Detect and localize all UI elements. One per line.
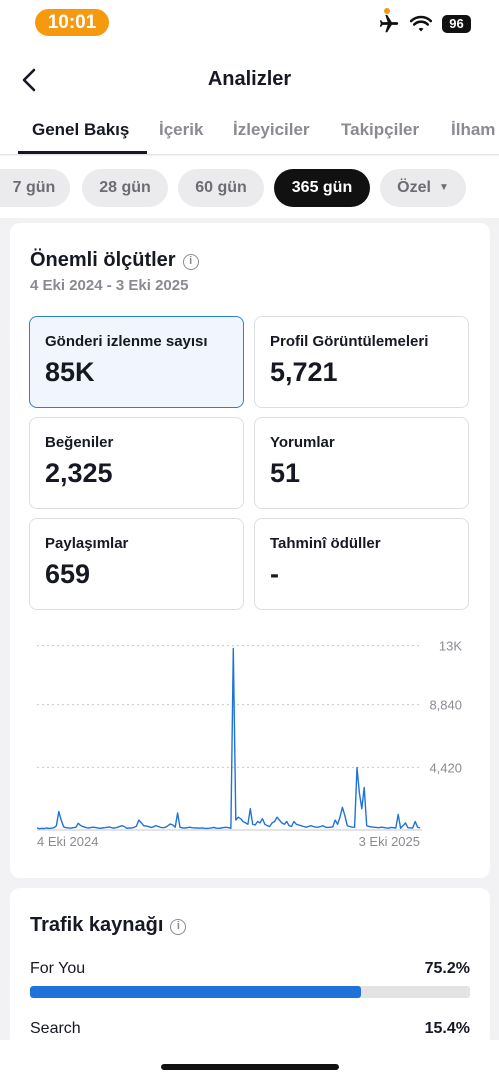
privacy-indicator-dot	[384, 8, 390, 14]
wifi-icon	[410, 15, 432, 32]
filter-chip-28-days[interactable]: 28 gün	[82, 169, 168, 207]
metric-profile-views[interactable]: Profil Görüntülemeleri 5,721	[254, 316, 469, 408]
traffic-bar-for-you	[30, 986, 470, 998]
metric-value: 2,325	[45, 458, 113, 488]
battery-indicator: 96	[442, 15, 471, 33]
metric-label: Gönderi izlenme sayısı	[45, 333, 208, 350]
metric-value: -	[270, 559, 279, 589]
traffic-value: 15.4%	[424, 1020, 470, 1037]
y-tick-label: 8,840	[429, 698, 462, 713]
tab-content[interactable]: İçerik	[159, 120, 204, 139]
page-title: Analizler	[207, 68, 292, 90]
metric-label: Profil Görüntülemeleri	[270, 333, 429, 350]
traffic-row-search: Search 15.4%	[30, 1020, 470, 1040]
y-tick-label: 4,420	[429, 760, 462, 775]
info-icon[interactable]: i	[170, 919, 187, 935]
tab-followers[interactable]: Takipçiler	[341, 120, 420, 139]
traffic-source-card: Trafik kaynağı i For You 75.2% Search 15.…	[10, 888, 490, 1048]
filter-chip-custom[interactable]: Özel ▼	[380, 169, 466, 207]
tab-inspiration[interactable]: İlham	[451, 120, 496, 139]
tab-viewers[interactable]: İzleyiciler	[233, 120, 310, 139]
metric-label: Paylaşımlar	[45, 535, 129, 552]
airplane-mode-icon	[379, 14, 399, 33]
metric-value: 5,721	[270, 357, 338, 387]
traffic-source-title: Trafik kaynağı i	[30, 914, 187, 937]
metric-label: Tahminî ödüller	[270, 535, 381, 552]
key-metrics-card: Önemli ölçütler i 4 Eki 2024 - 3 Eki 2025…	[10, 223, 490, 878]
date-range: 4 Eki 2024 - 3 Eki 2025	[30, 277, 189, 294]
metric-value: 51	[270, 458, 301, 488]
metric-post-views[interactable]: Gönderi izlenme sayısı 85K	[29, 316, 244, 408]
traffic-source-title-text: Trafik kaynağı	[30, 914, 164, 936]
traffic-row-for-you: For You 75.2%	[30, 960, 470, 980]
metric-estimated-rewards[interactable]: Tahminî ödüller -	[254, 518, 469, 610]
traffic-bar-fill	[30, 986, 361, 998]
filter-chip-7-days[interactable]: 7 gün	[0, 169, 70, 207]
metric-comments[interactable]: Yorumlar 51	[254, 417, 469, 509]
metric-shares[interactable]: Paylaşımlar 659	[29, 518, 244, 610]
info-icon[interactable]: i	[182, 254, 199, 270]
traffic-label: Search	[30, 1020, 81, 1037]
status-time: 10:01	[35, 9, 109, 36]
tab-overview[interactable]: Genel Bakış	[32, 120, 130, 139]
nav-bar: Analizler	[0, 50, 499, 110]
filter-chip-custom-label: Özel	[397, 179, 431, 196]
metric-value: 85K	[45, 357, 95, 387]
traffic-value: 75.2%	[424, 960, 470, 977]
metric-value: 659	[45, 559, 91, 589]
date-filter-bar: 7 gün 28 gün 60 gün 365 gün Özel ▼	[0, 156, 499, 218]
filter-chip-60-days[interactable]: 60 gün	[178, 169, 264, 207]
x-tick-label: 3 Eki 2025	[359, 834, 420, 849]
x-tick-label: 4 Eki 2024	[37, 834, 98, 849]
key-metrics-title: Önemli ölçütler i	[30, 249, 199, 272]
metric-label: Beğeniler	[45, 434, 114, 451]
status-bar: 10:01 96	[0, 0, 499, 50]
chart-series-line	[36, 647, 421, 830]
home-indicator[interactable]	[161, 1064, 339, 1070]
metric-label: Yorumlar	[270, 434, 335, 451]
filter-chip-365-days[interactable]: 365 gün	[274, 169, 370, 207]
tab-bar: Genel Bakış İçerik İzleyiciler Takipçile…	[0, 110, 499, 155]
home-indicator-area	[0, 1040, 499, 1080]
active-tab-indicator	[18, 151, 147, 154]
post-views-line-chart: 13K 8,840 4,420 4 Eki 2024 3 Eki 2025	[36, 639, 462, 849]
back-arrow-icon[interactable]	[14, 64, 46, 96]
y-tick-label: 13K	[439, 639, 462, 654]
metric-likes[interactable]: Beğeniler 2,325	[29, 417, 244, 509]
key-metrics-title-text: Önemli ölçütler	[30, 249, 176, 271]
caret-down-icon: ▼	[438, 182, 449, 193]
traffic-label: For You	[30, 960, 86, 977]
